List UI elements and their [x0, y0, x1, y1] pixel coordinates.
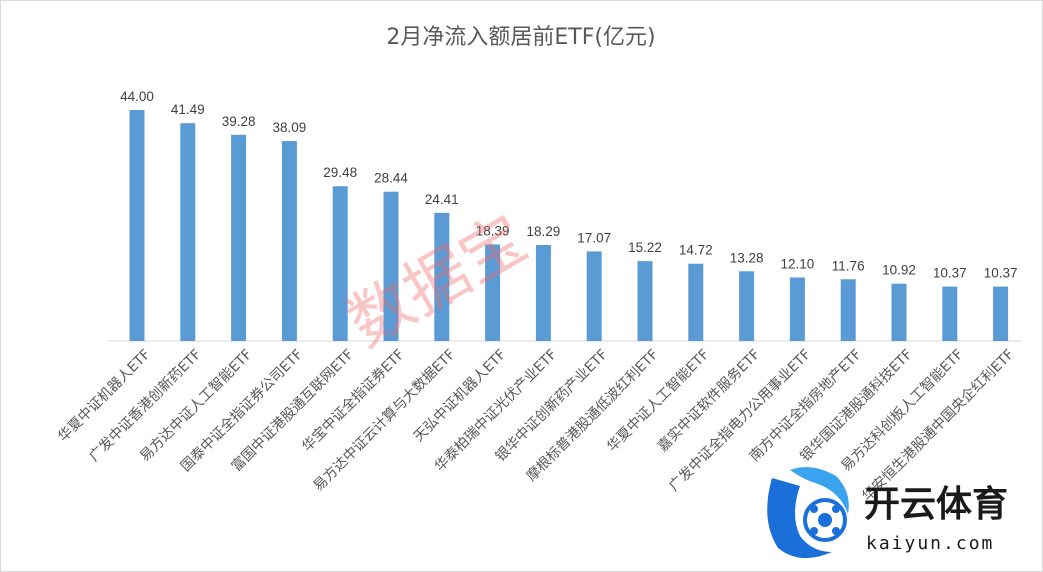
bar-7: [485, 244, 501, 341]
value-label-2: 39.28: [222, 114, 256, 129]
bar-4: [332, 186, 348, 341]
bar-13: [789, 277, 805, 341]
bar-15: [891, 283, 907, 341]
value-label-13: 12.10: [781, 256, 815, 271]
value-labels-group: 44.00 41.49 39.28 38.09 29.48 28.44 24.41 18.39…: [120, 89, 1017, 281]
category-label-5: 华宝中证全指证券ETF: [299, 346, 408, 455]
value-label-7: 18.39: [476, 223, 510, 238]
bar-17: [993, 286, 1009, 341]
category-labels-group: 华夏中证机器人ETF广发中证香港创新药ETF易方达中证人工智能ETF国泰中证全指…: [55, 346, 1017, 505]
bar-0: [129, 110, 145, 341]
value-label-15: 10.92: [882, 263, 916, 278]
value-label-9: 17.07: [577, 230, 611, 245]
bar-9: [586, 251, 602, 341]
bars-group: [129, 110, 1009, 342]
brand-logo-text: 开云体育: [864, 484, 1008, 525]
bar-8: [535, 244, 551, 341]
bar-3: [281, 141, 297, 341]
category-label-12: 嘉实中证软件服务ETF: [655, 347, 764, 456]
bar-5: [383, 191, 399, 341]
bar-16: [942, 286, 958, 341]
value-label-5: 28.44: [374, 171, 408, 186]
bar-14: [840, 279, 856, 341]
bar-11: [688, 263, 704, 341]
value-label-0: 44.00: [120, 89, 154, 104]
value-label-10: 15.22: [628, 240, 662, 255]
value-label-1: 41.49: [171, 102, 205, 117]
value-label-4: 29.48: [323, 165, 357, 180]
value-label-12: 13.28: [730, 250, 764, 265]
bar-12: [739, 271, 755, 341]
value-label-17: 10.37: [984, 266, 1018, 281]
value-label-16: 10.37: [933, 266, 967, 281]
value-label-11: 14.72: [679, 243, 713, 258]
value-label-8: 18.29: [527, 224, 561, 239]
brand-logo-subtext: kaiyun.com: [866, 533, 994, 554]
category-label-7: 天弘中证机器人ETF: [411, 347, 510, 446]
brand-logo: 开云体育 kaiyun.com: [767, 467, 1008, 559]
value-label-14: 11.76: [832, 258, 865, 273]
brand-logo-icon: [767, 467, 849, 559]
category-label-0: 华夏中证机器人ETF: [55, 347, 154, 446]
chart-title: 2月净流入额居前ETF(亿元): [386, 25, 655, 50]
bar-2: [231, 134, 247, 341]
bar-10: [637, 261, 653, 341]
bar-1: [180, 123, 196, 342]
value-label-6: 24.41: [425, 192, 459, 207]
value-label-3: 38.09: [273, 120, 307, 135]
bar-6: [434, 212, 450, 341]
category-label-11: 华夏中证人工智能ETF: [604, 347, 713, 456]
